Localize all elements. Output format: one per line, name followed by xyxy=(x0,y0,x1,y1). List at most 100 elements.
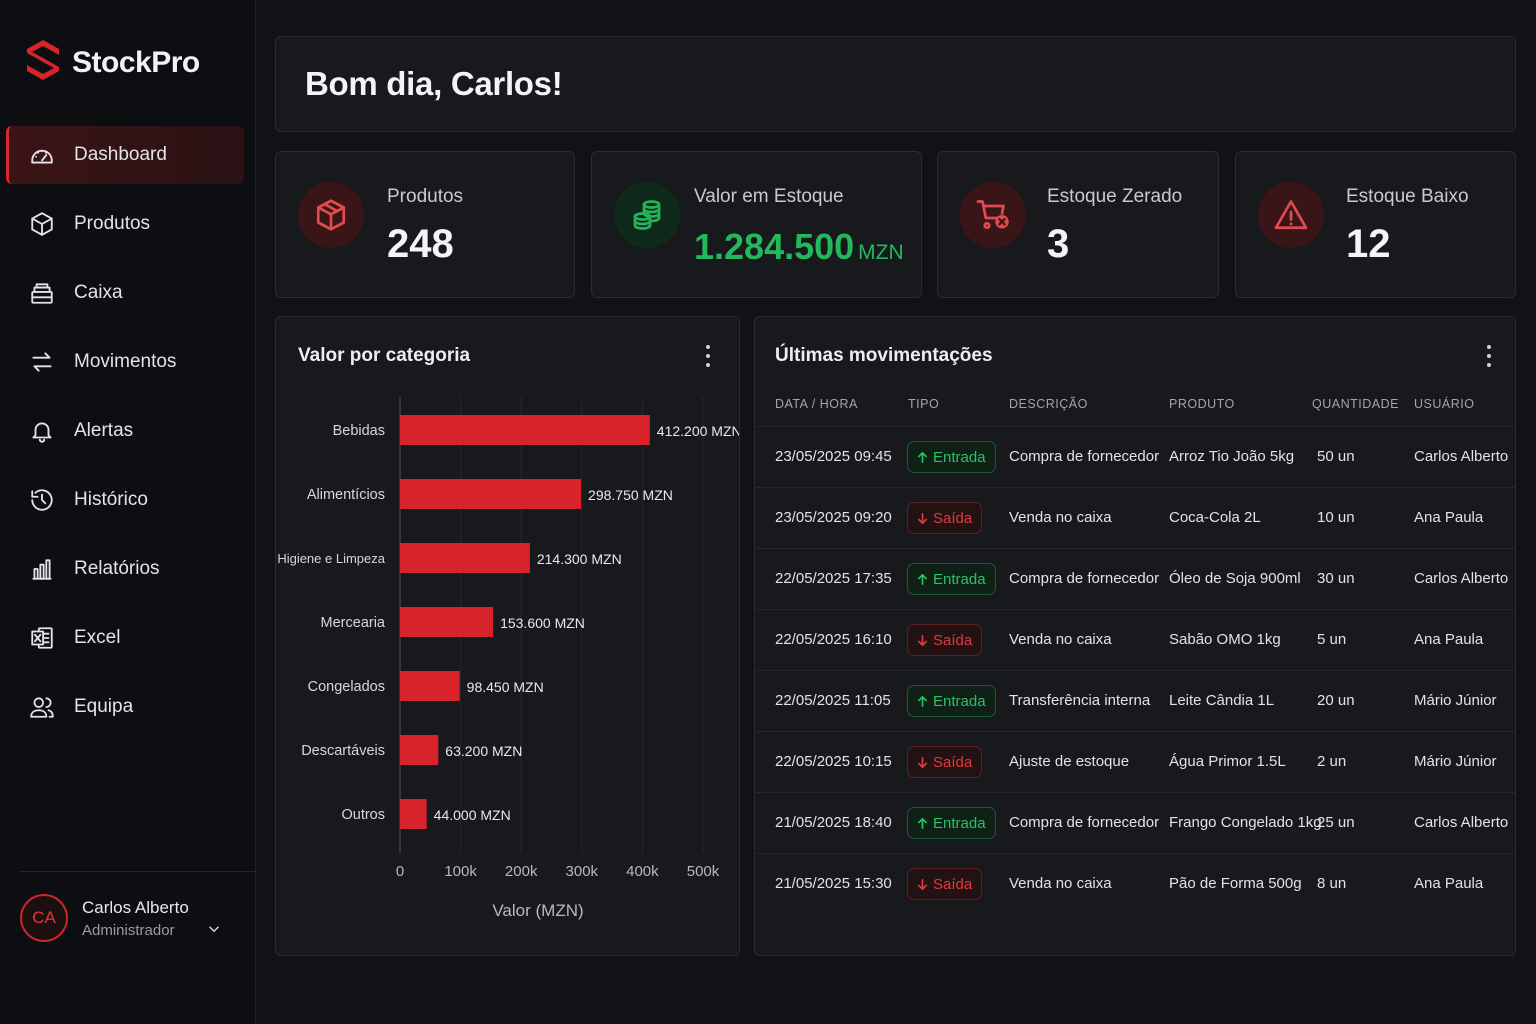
cell-datetime: 22/05/2025 10:15 xyxy=(775,753,892,770)
cell-product: Arroz Tio João 5kg xyxy=(1169,448,1295,465)
entrada-badge[interactable]: Entrada xyxy=(907,441,996,473)
cell-user: Mário Júnior xyxy=(1414,753,1497,770)
badge-label: Saída xyxy=(933,875,973,893)
arrow-up-icon xyxy=(917,817,928,829)
cell-description: Transferência interna xyxy=(1009,692,1151,709)
table-row[interactable]: 21/05/2025 15:30 Venda no caixa Pão de For… xyxy=(755,853,1515,914)
stat-card-zero-stock[interactable]: Estoque Zerado 3 xyxy=(937,151,1219,298)
arrow-down-icon xyxy=(917,512,928,524)
cell-datetime: 22/05/2025 11:05 xyxy=(775,692,891,709)
sidebar-item-movimentos[interactable]: Movimentos xyxy=(6,333,244,391)
column-header-type[interactable]: TIPO xyxy=(908,397,940,411)
table-row[interactable]: 22/05/2025 10:15 Ajuste de estoque Água Pr… xyxy=(755,731,1515,792)
sidebar-item-excel[interactable]: Excel xyxy=(6,609,244,667)
entrada-badge[interactable]: Entrada xyxy=(907,685,996,717)
bar-outros xyxy=(400,799,427,829)
data-label: 214.300 MZN xyxy=(537,551,622,567)
cell-datetime: 23/05/2025 09:45 xyxy=(775,448,892,465)
stat-card-stock-value[interactable]: Valor em Estoque 1.284.500 MZN xyxy=(591,151,922,298)
bar-mercearia xyxy=(400,607,494,637)
more-options-icon[interactable] xyxy=(698,345,718,367)
cell-product: Frango Congelado 1kg xyxy=(1169,814,1322,831)
sidebar-item-alertas[interactable]: Alertas xyxy=(6,402,244,460)
sidebar-item-relatorios[interactable]: Relatórios xyxy=(6,540,244,598)
entrada-badge[interactable]: Entrada xyxy=(907,807,996,839)
cell-quantity: 30 un xyxy=(1317,570,1355,587)
cell-product: Pão de Forma 500g xyxy=(1169,875,1302,892)
box-icon xyxy=(28,210,56,238)
x-tick-label: 0 xyxy=(396,863,404,880)
cell-user: Ana Paula xyxy=(1414,509,1484,526)
x-tick-label: 300k xyxy=(566,863,599,880)
stat-label: Estoque Zerado xyxy=(1047,186,1183,207)
app-logo[interactable]: StockPro xyxy=(24,38,200,87)
stat-number: 1.284.500 xyxy=(694,226,855,267)
cell-quantity: 25 un xyxy=(1317,814,1355,831)
table-row[interactable]: 23/05/2025 09:20 Venda no caixa Coca-Cola … xyxy=(755,487,1515,548)
sidebar-item-label: Relatórios xyxy=(74,558,160,579)
user-profile[interactable]: CA Carlos Alberto Administrador xyxy=(20,894,189,942)
cart-x-icon xyxy=(960,182,1026,248)
column-header-quantity[interactable]: QUANTIDADE xyxy=(1312,397,1399,411)
cell-product: Coca-Cola 2L xyxy=(1169,509,1261,526)
cell-description: Compra de fornecedor xyxy=(1009,814,1160,831)
divider xyxy=(20,871,256,872)
column-header-description[interactable]: DESCRIÇÃO xyxy=(1009,397,1088,411)
cash-register-icon xyxy=(28,279,56,307)
table-row[interactable]: 21/05/2025 18:40 Compra de fornecedor Fran… xyxy=(755,792,1515,853)
cell-quantity: 10 un xyxy=(1317,509,1355,526)
sidebar-item-dashboard[interactable]: Dashboard xyxy=(6,126,244,184)
table-row[interactable]: 22/05/2025 16:10 Venda no caixa Sabão OMO … xyxy=(755,609,1515,670)
cell-datetime: 21/05/2025 15:30 xyxy=(775,875,892,892)
cell-description: Venda no caixa xyxy=(1009,631,1112,648)
sidebar-item-historico[interactable]: Histórico xyxy=(6,471,244,529)
user-role: Administrador xyxy=(82,921,175,939)
bar-chart: Bebidas 412.200 MZN Alimentícios 298.750 MZ… xyxy=(277,397,739,920)
bar-bebidas xyxy=(400,415,650,445)
badge-label: Saída xyxy=(933,509,973,527)
sidebar-item-label: Alertas xyxy=(74,420,134,441)
box-icon xyxy=(298,182,364,248)
app-name: StockPro xyxy=(72,45,200,79)
cell-quantity: 5 un xyxy=(1317,631,1347,648)
stat-card-products[interactable]: Produtos 248 xyxy=(275,151,575,298)
chevron-down-icon[interactable] xyxy=(205,920,223,943)
saida-badge[interactable]: Saída xyxy=(907,502,983,534)
transfer-arrows-icon xyxy=(28,348,56,376)
cell-product: Leite Cândia 1L xyxy=(1169,692,1275,709)
category-label: Congelados xyxy=(308,679,385,695)
saida-badge[interactable]: Saída xyxy=(907,746,983,778)
stat-value: 1.284.500 MZN xyxy=(694,226,904,268)
cell-user: Ana Paula xyxy=(1414,875,1484,892)
sidebar-item-caixa[interactable]: Caixa xyxy=(6,264,244,322)
arrow-up-icon xyxy=(917,695,928,707)
sidebar-item-equipa[interactable]: Equipa xyxy=(6,678,244,736)
stat-card-low-stock[interactable]: Estoque Baixo 12 xyxy=(1235,151,1516,298)
table-row[interactable]: 22/05/2025 17:35 Compra de fornecedor Óleo… xyxy=(755,548,1515,609)
cell-description: Compra de fornecedor xyxy=(1009,570,1160,587)
badge-label: Entrada xyxy=(933,814,986,832)
sidebar-item-produtos[interactable]: Produtos xyxy=(6,195,244,253)
table-row[interactable]: 22/05/2025 11:05 Transferência interna Lei… xyxy=(755,670,1515,731)
data-label: 63.200 MZN xyxy=(445,743,522,759)
column-header-datetime[interactable]: DATA / HORA xyxy=(775,397,858,411)
more-options-icon[interactable] xyxy=(1479,345,1499,367)
cell-description: Venda no caixa xyxy=(1009,509,1112,526)
cell-user: Carlos Alberto xyxy=(1414,448,1509,465)
stat-label: Valor em Estoque xyxy=(694,186,844,207)
saida-badge[interactable]: Saída xyxy=(907,868,983,900)
saida-badge[interactable]: Saída xyxy=(907,624,983,656)
category-label: Alimentícios xyxy=(307,487,385,503)
entrada-badge[interactable]: Entrada xyxy=(907,563,996,595)
data-label: 44.000 MZN xyxy=(434,807,511,823)
arrow-up-icon xyxy=(917,451,928,463)
data-label: 298.750 MZN xyxy=(588,487,673,503)
stat-value: 248 xyxy=(387,222,454,266)
stat-label: Produtos xyxy=(387,186,464,207)
cell-description: Ajuste de estoque xyxy=(1009,753,1130,770)
column-header-user[interactable]: USUÁRIO xyxy=(1414,397,1475,411)
data-label: 153.600 MZN xyxy=(500,615,585,631)
sidebar-item-label: Histórico xyxy=(74,489,148,510)
column-header-product[interactable]: PRODUTO xyxy=(1169,397,1235,411)
table-row[interactable]: 23/05/2025 09:45 Compra de fornecedor Arro… xyxy=(755,426,1515,487)
